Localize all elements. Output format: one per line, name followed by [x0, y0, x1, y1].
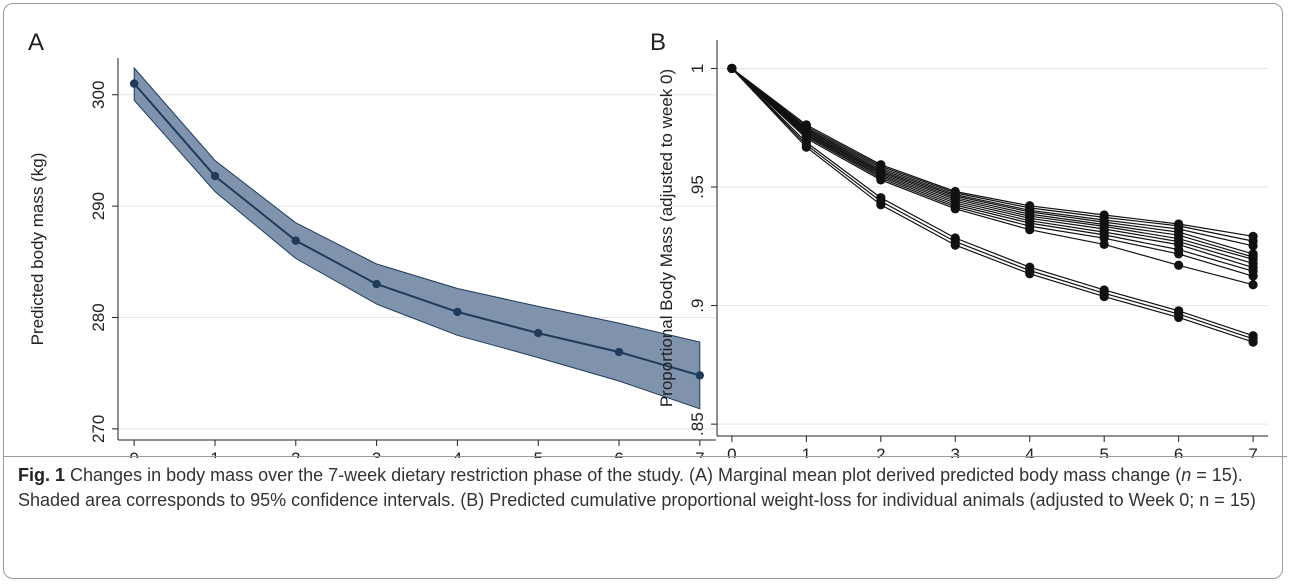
panel-a-x-tick-label: 4: [453, 449, 462, 458]
panel-b-letter: B: [650, 29, 666, 56]
caption-figure-label: Fig. 1: [18, 465, 66, 485]
panel-a-data-point: [210, 171, 220, 181]
panel-b-series-line-11: [731, 68, 1254, 286]
panel-b-data-point: [1174, 312, 1184, 323]
panel-b-data-point: [1174, 260, 1184, 270]
panel-b-data-point: [727, 63, 737, 74]
figure-caption: Fig. 1 Changes in body mass over the 7-w…: [18, 463, 1268, 513]
panel-b-data-point: [950, 240, 960, 250]
panel-b-series-line-1: [731, 68, 1254, 237]
panel-b-series-line-2: [731, 68, 1254, 242]
panel-b-series-line-5: [731, 68, 1254, 258]
panel-a-letter: A: [28, 29, 44, 56]
panel-a-y-tick-label: 300: [89, 81, 108, 109]
panel-b-data-point: [1025, 269, 1035, 279]
panel-a-x-tick-label: 7: [695, 449, 704, 458]
panel-a-y-tick-label: 280: [89, 303, 108, 331]
panel-b-series-line-13: [731, 68, 1254, 340]
caption-n-italic: n: [1181, 465, 1192, 485]
panel-b-data-point: [1099, 239, 1109, 250]
panel-b-data-point: [1174, 249, 1184, 259]
panel-b-series-line-14: [731, 68, 1254, 343]
panel-a-data-point: [291, 236, 300, 245]
panel-b-y-tick-label: .9: [688, 298, 707, 312]
panel-b-data-point: [1248, 337, 1258, 347]
panel-b-y-tick-label: .95: [688, 175, 707, 199]
panel-b-series-line-12: [731, 68, 1254, 337]
panel-b-data-point: [1248, 271, 1258, 281]
caption-text-part-2: = 15). Shaded area corresponds to 95% co…: [18, 465, 1256, 510]
panel-a: A27028029030001234567WeekPredicted body …: [28, 29, 716, 458]
panel-a-y-tick-label: 270: [89, 415, 108, 443]
panel-a-x-tick-label: 1: [210, 449, 219, 458]
panel-a-ci-band: [133, 66, 701, 410]
figure-canvas: A27028029030001234567WeekPredicted body …: [28, 29, 1268, 458]
panel-a-series-line-1: [133, 82, 701, 377]
panel-b-series-line-9: [731, 68, 1254, 272]
panel-b-x-tick-label: 0: [727, 445, 736, 458]
panel-b-data-point: [1099, 291, 1109, 302]
panel-a-data-point: [453, 307, 462, 317]
panel-b-x-tick-label: 7: [1248, 445, 1257, 458]
panel-b-series-line-7: [731, 68, 1254, 264]
panel-a-y-tick-label: 290: [89, 192, 108, 220]
panel-b-data-point: [1248, 241, 1258, 251]
panel-b-x-tick-label: 4: [1025, 445, 1034, 458]
panel-b-y-tick-label: 1: [688, 64, 707, 73]
panel-a-data-point: [695, 371, 705, 380]
panel-b-data-point: [801, 142, 811, 152]
panel-b-series-line-10: [731, 68, 1254, 277]
panel-a-x-tick-label: 3: [372, 449, 381, 458]
panel-b-x-tick-label: 2: [876, 445, 885, 458]
panel-a-data-point: [372, 279, 381, 289]
panel-a-x-tick-label: 2: [291, 449, 300, 458]
panel-a-data-point: [614, 347, 624, 357]
figure-frame: [3, 3, 1283, 579]
panel-b-data-point: [950, 204, 960, 214]
panel-b-x-tick-label: 3: [951, 445, 960, 458]
panel-b-data-point: [1025, 225, 1035, 235]
panel-a-x-tick-label: 0: [129, 449, 138, 458]
panel-a-data-point: [129, 79, 139, 88]
caption-text-part-1: Changes in body mass over the 7-week die…: [65, 465, 1182, 485]
panel-a-data-point: [534, 328, 543, 338]
panel-b-x-tick-label: 5: [1099, 445, 1108, 458]
panel-b-data-point: [1248, 280, 1258, 290]
panel-b-data-point: [876, 175, 886, 185]
panel-b-series-line-8: [731, 68, 1254, 269]
panel-b: B.85.9.95101234567WeekProportional Body …: [650, 29, 1268, 458]
panel-b-x-tick-label: 6: [1174, 445, 1183, 458]
panel-b-y-tick-label: .85: [688, 412, 707, 436]
panel-b-y-axis-title: Proportional Body Mass (adjusted to week…: [657, 69, 676, 407]
panel-b-series-line-4: [731, 68, 1254, 255]
caption-separator: [3, 456, 1287, 457]
panel-a-x-tick-label: 5: [533, 449, 542, 458]
panel-a-x-tick-label: 6: [614, 449, 623, 458]
panel-b-series-line-3: [731, 68, 1254, 247]
panel-b-series-line-6: [731, 68, 1254, 260]
panel-a-y-axis-title: Predicted body mass (kg): [28, 153, 47, 346]
panel-b-x-tick-label: 1: [802, 445, 811, 458]
panel-b-data-point: [876, 200, 886, 210]
